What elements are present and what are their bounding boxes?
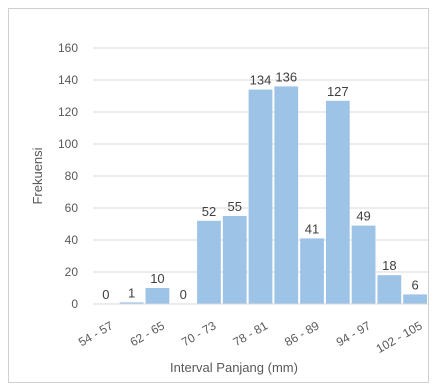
data-label: 18 <box>382 258 396 273</box>
bar <box>222 216 247 304</box>
y-tick-label: 60 <box>65 201 79 215</box>
x-axis-title: Interval Panjang (mm) <box>170 360 298 375</box>
bar <box>300 238 324 304</box>
bar <box>145 288 170 304</box>
data-label: 127 <box>327 84 349 99</box>
data-label: 10 <box>150 271 164 286</box>
data-label: 6 <box>411 277 418 292</box>
x-axis-ticks: 54 - 57 62 - 65 70 - 73 78 - 81 86 - 89 94 - … <box>76 318 425 356</box>
data-label: 52 <box>202 204 216 219</box>
data-label: 134 <box>250 73 272 88</box>
bar <box>403 294 427 304</box>
data-label: 55 <box>227 199 241 214</box>
data-label: 49 <box>356 209 370 224</box>
data-label: 136 <box>275 69 297 84</box>
x-tick-label: 62 - 65 <box>128 318 168 349</box>
y-tick-label: 140 <box>58 73 78 87</box>
x-tick-label: 86 - 89 <box>282 318 322 349</box>
chart-frame <box>8 8 429 383</box>
y-axis-title: Frekuensi <box>30 147 45 204</box>
x-tick-label: 78 - 81 <box>231 318 271 349</box>
bar <box>377 275 402 304</box>
bars <box>119 86 427 305</box>
x-tick-label: 102 - 105 <box>374 318 425 356</box>
bar <box>351 225 376 304</box>
y-tick-label: 40 <box>65 233 79 247</box>
y-tick-label: 0 <box>71 297 78 311</box>
y-tick-label: 20 <box>65 265 79 279</box>
bar <box>248 89 273 304</box>
y-tick-label: 80 <box>65 169 79 183</box>
y-axis-ticks: 0 20 40 60 80 100 120 140 160 <box>58 41 78 311</box>
data-label: 41 <box>305 221 319 236</box>
data-label: 0 <box>180 287 187 302</box>
data-label: 0 <box>102 287 109 302</box>
bar <box>119 302 144 304</box>
x-tick-label: 54 - 57 <box>76 318 116 349</box>
x-tick-label: 94 - 97 <box>334 318 374 349</box>
bar <box>197 220 221 304</box>
bar <box>274 86 299 305</box>
data-labels: 0 1 10 0 52 55 134 136 41 127 49 18 6 <box>102 69 418 302</box>
y-tick-label: 100 <box>58 137 78 151</box>
y-tick-label: 160 <box>58 41 78 55</box>
x-tick-label: 70 - 73 <box>179 318 219 349</box>
data-label: 1 <box>128 285 135 300</box>
y-tick-label: 120 <box>58 105 78 119</box>
bar <box>325 100 350 304</box>
